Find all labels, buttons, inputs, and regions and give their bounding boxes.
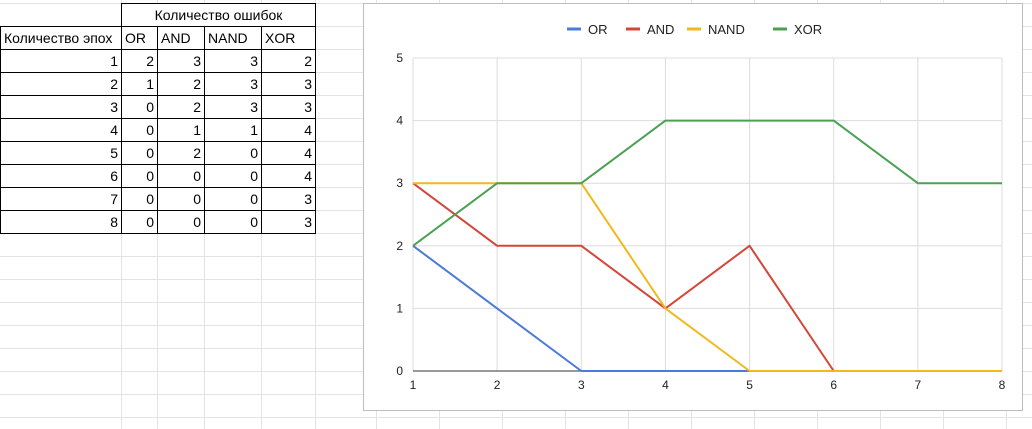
data-table: Количество ошибок Количество эпох OR AND NAN… bbox=[0, 3, 316, 234]
series-line[interactable] bbox=[412, 119, 1002, 247]
series-and bbox=[412, 182, 1002, 372]
table-cell[interactable]: 2 bbox=[0, 72, 122, 96]
table-cell[interactable]: 4 bbox=[0, 118, 122, 142]
legend-item[interactable]: OR bbox=[567, 22, 608, 37]
column-header-cell[interactable]: XOR bbox=[261, 26, 316, 50]
table-cell[interactable]: 7 bbox=[0, 187, 122, 211]
group-header-cell[interactable]: Количество ошибок bbox=[121, 3, 316, 27]
legend-item[interactable]: NAND bbox=[687, 22, 745, 37]
table-cell[interactable]: 4 bbox=[261, 164, 316, 188]
legend-label: AND bbox=[647, 22, 674, 37]
table-cell[interactable]: 4 bbox=[261, 141, 316, 165]
table-cell[interactable]: 6 bbox=[0, 164, 122, 188]
y-tick-label: 1 bbox=[396, 301, 403, 315]
x-tick-label: 7 bbox=[915, 378, 922, 392]
table-cell[interactable]: 8 bbox=[0, 210, 122, 234]
y-tick-label: 4 bbox=[396, 114, 403, 128]
table-cell[interactable]: 2 bbox=[121, 49, 158, 73]
table-cell[interactable]: 0 bbox=[121, 95, 158, 119]
corner-cell[interactable] bbox=[0, 3, 122, 27]
series-line[interactable] bbox=[412, 182, 1002, 372]
table-cell[interactable]: 0 bbox=[204, 210, 262, 234]
table-cell[interactable]: 0 bbox=[121, 164, 158, 188]
y-tick-label: 0 bbox=[396, 364, 403, 378]
x-tick-label: 3 bbox=[578, 378, 585, 392]
table-cell[interactable]: 2 bbox=[157, 141, 205, 165]
table-cell[interactable]: 3 bbox=[204, 95, 262, 119]
table-cell[interactable]: 3 bbox=[204, 49, 262, 73]
line-chart[interactable]: 0 1 2 3 4 5 1 2 3 4 5 6 7 8 OR AND NAND XOR bbox=[363, 3, 1023, 411]
table-cell[interactable]: 1 bbox=[121, 72, 158, 96]
table-cell[interactable]: 2 bbox=[157, 95, 205, 119]
y-tick-label: 5 bbox=[396, 51, 403, 65]
table-cell[interactable]: 0 bbox=[157, 164, 205, 188]
series-xor bbox=[412, 119, 1002, 247]
table-cell[interactable]: 3 bbox=[204, 72, 262, 96]
table-cell[interactable]: 0 bbox=[121, 141, 158, 165]
table-cell[interactable]: 3 bbox=[0, 95, 122, 119]
legend-item[interactable]: XOR bbox=[773, 22, 822, 37]
table-cell[interactable]: 5 bbox=[0, 141, 122, 165]
chart-gridlines bbox=[412, 57, 1003, 372]
table-cell[interactable]: 3 bbox=[261, 210, 316, 234]
column-header-cell[interactable]: Количество эпох bbox=[0, 26, 122, 50]
x-tick-label: 6 bbox=[830, 378, 837, 392]
table-cell[interactable]: 0 bbox=[121, 118, 158, 142]
column-header-cell[interactable]: OR bbox=[121, 26, 158, 50]
table-cell[interactable]: 0 bbox=[204, 164, 262, 188]
column-header-cell[interactable]: AND bbox=[157, 26, 205, 50]
x-tick-label: 5 bbox=[746, 378, 753, 392]
legend-label: NAND bbox=[708, 22, 745, 37]
y-tick-label: 3 bbox=[396, 176, 403, 190]
table-cell[interactable]: 2 bbox=[157, 72, 205, 96]
legend-item[interactable]: AND bbox=[626, 22, 674, 37]
table-cell[interactable]: 0 bbox=[204, 141, 262, 165]
table-cell[interactable]: 4 bbox=[261, 118, 316, 142]
table-cell[interactable]: 3 bbox=[261, 72, 316, 96]
table-cell[interactable]: 3 bbox=[157, 49, 205, 73]
table-cell[interactable]: 0 bbox=[157, 187, 205, 211]
table-cell[interactable]: 0 bbox=[121, 210, 158, 234]
table-cell[interactable]: 0 bbox=[204, 187, 262, 211]
table-cell[interactable]: 0 bbox=[157, 210, 205, 234]
table-cell[interactable]: 3 bbox=[261, 95, 316, 119]
x-tick-label: 2 bbox=[494, 378, 501, 392]
x-tick-label: 8 bbox=[999, 378, 1006, 392]
chart-legend: OR AND NAND XOR bbox=[567, 22, 822, 37]
table-cell[interactable]: 1 bbox=[157, 118, 205, 142]
x-tick-label: 4 bbox=[662, 378, 669, 392]
table-cell[interactable]: 1 bbox=[204, 118, 262, 142]
x-tick-label: 1 bbox=[410, 378, 417, 392]
legend-label: XOR bbox=[794, 22, 822, 37]
legend-label: OR bbox=[588, 22, 608, 37]
table-cell[interactable]: 1 bbox=[0, 49, 122, 73]
table-cell[interactable]: 3 bbox=[261, 187, 316, 211]
table-cell[interactable]: 2 bbox=[261, 49, 316, 73]
table-cell[interactable]: 0 bbox=[121, 187, 158, 211]
column-header-cell[interactable]: NAND bbox=[204, 26, 262, 50]
y-tick-label: 2 bbox=[396, 239, 403, 253]
